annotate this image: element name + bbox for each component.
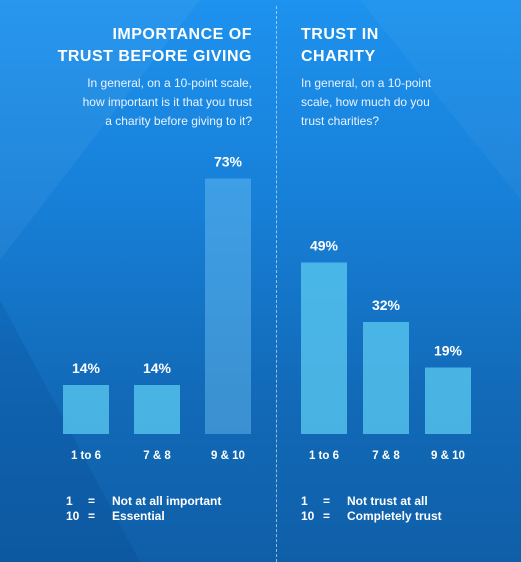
category-label: 9 & 10: [211, 450, 245, 462]
bar-9-10: [205, 178, 251, 434]
legend-key: 10: [301, 509, 315, 523]
question-line: a charity before giving to it?: [105, 114, 252, 128]
category-label: 9 & 10: [431, 450, 465, 462]
bar-7-8: [134, 385, 180, 434]
category-label: 1 to 6: [309, 450, 339, 462]
value-label: 73%: [214, 154, 243, 170]
bar-9-10: [425, 367, 471, 434]
category-label: 7 & 8: [143, 450, 171, 462]
panel-title: IMPORTANCE OF TRUST BEFORE GIVING: [58, 24, 252, 68]
value-label: 49%: [310, 238, 339, 254]
question-line: In general, on a 10-point: [301, 76, 432, 90]
legend-key: 1: [301, 494, 308, 508]
survey-question: In general, on a 10-point scale, how imp…: [83, 74, 252, 131]
bar-chart-importance: 14% 1 to 6 14% 7 & 8 73% 9 & 10: [63, 154, 251, 462]
bar-chart-trust: 49% 1 to 6 32% 7 & 8 19% 9 & 10: [301, 238, 471, 462]
value-label: 19%: [434, 343, 463, 359]
scale-legend: 1 = Not at all important 10 = Essential: [66, 494, 221, 524]
panel-trust-in-charity: TRUST IN CHARITY In general, on a 10-poi…: [277, 0, 521, 562]
panel-divider: [276, 6, 277, 562]
legend-text: Essential: [112, 509, 165, 523]
legend-key: 10: [66, 509, 80, 523]
category-label: 7 & 8: [372, 450, 400, 462]
bar-1-to-6: [301, 262, 347, 434]
legend-row: 10 = Completely trust: [301, 509, 442, 524]
value-label: 14%: [72, 360, 101, 376]
question-line: how important is it that you trust: [82, 95, 252, 109]
value-label: 14%: [143, 360, 172, 376]
question-line: scale, how much do you: [301, 95, 430, 109]
panel-importance-of-trust: IMPORTANCE OF TRUST BEFORE GIVING In gen…: [58, 24, 252, 524]
bar-1-to-6: [63, 385, 109, 434]
title-line: TRUST IN: [301, 26, 379, 43]
legend-key: 1: [66, 494, 73, 508]
legend-equals: =: [323, 509, 331, 523]
legend-row: 1 = Not at all important: [66, 494, 221, 509]
panel-title: TRUST IN CHARITY: [301, 24, 379, 68]
title-line: TRUST BEFORE GIVING: [57, 48, 252, 65]
category-label: 1 to 6: [71, 450, 101, 462]
scale-legend: 1 = Not trust at all 10 = Completely tru…: [301, 494, 442, 524]
legend-equals: =: [323, 494, 331, 508]
value-label: 32%: [372, 297, 401, 313]
title-line: IMPORTANCE OF: [112, 26, 252, 43]
legend-text: Not at all important: [112, 494, 222, 508]
question-line: trust charities?: [301, 114, 380, 128]
legend-equals: =: [88, 509, 96, 523]
legend-row: 1 = Not trust at all: [301, 494, 442, 509]
question-line: In general, on a 10-point scale,: [87, 76, 252, 90]
legend-text: Completely trust: [347, 509, 442, 523]
bar-7-8: [363, 322, 409, 434]
legend-row: 10 = Essential: [66, 509, 221, 524]
legend-text: Not trust at all: [347, 494, 428, 508]
legend-equals: =: [88, 494, 96, 508]
title-line: CHARITY: [301, 48, 376, 65]
survey-question: In general, on a 10-point scale, how muc…: [301, 74, 431, 131]
